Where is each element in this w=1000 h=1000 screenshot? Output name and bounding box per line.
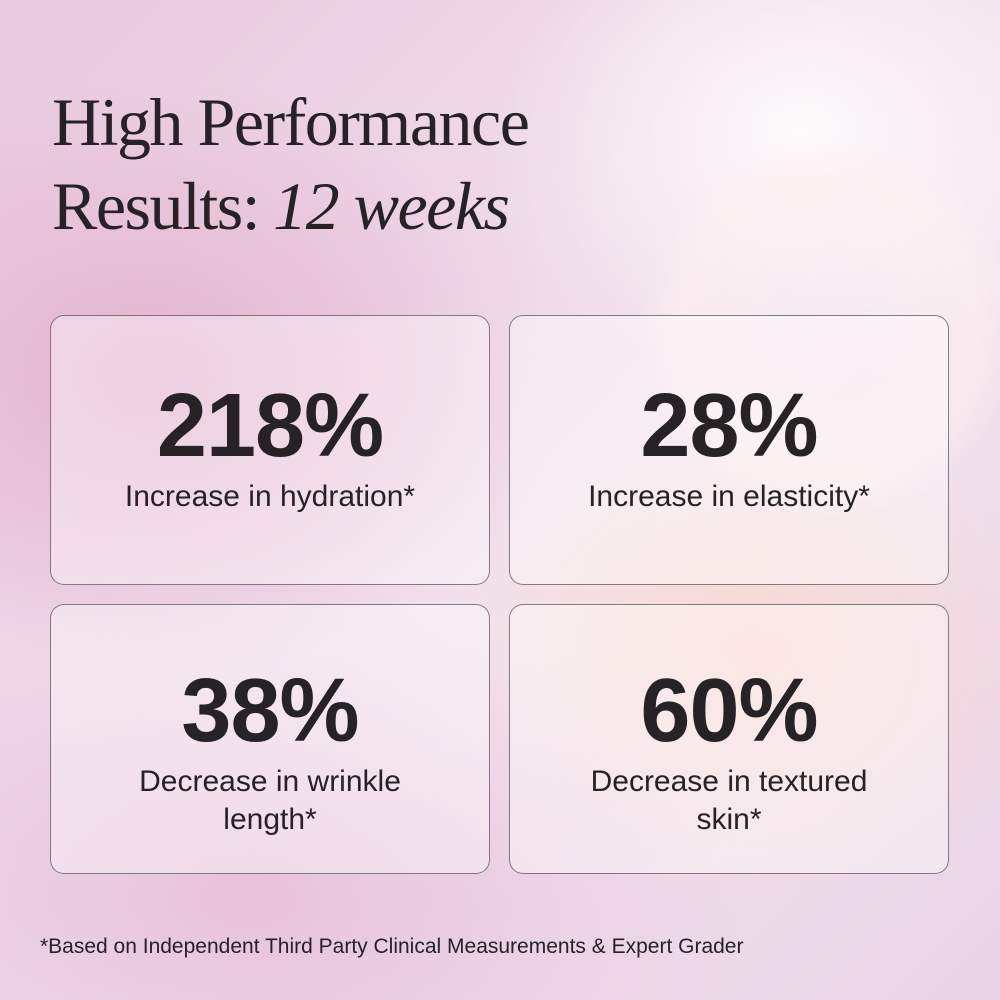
stat-card: 28% Increase in elasticity* <box>509 315 949 585</box>
label-line: Increase in elasticity* <box>588 480 870 513</box>
footnote: *Based on Independent Third Party Clinic… <box>40 935 744 958</box>
stat-card: 218% Increase in hydration* <box>50 315 490 585</box>
title-text: Results: <box>52 168 261 244</box>
stat-value: 38% <box>181 661 359 761</box>
label-line: Decrease in textured <box>590 765 868 798</box>
title-line: Results: 12 weeks <box>52 164 528 248</box>
stat-card: 60% Decrease in textured skin* <box>509 604 949 874</box>
stat-label: Decrease in wrinkle length* <box>51 763 489 839</box>
title: High Performance Results: 12 weeks <box>52 80 530 248</box>
label-line: Increase in hydration* <box>124 480 416 513</box>
stat-value: 28% <box>640 376 818 476</box>
title-italic: 12 weeks <box>273 168 510 244</box>
title-line: High Performance <box>52 84 530 160</box>
stat-card: 38% Decrease in wrinkle length* <box>50 604 490 874</box>
label-line: length* <box>223 803 317 836</box>
label-line: skin* <box>696 803 762 836</box>
stat-value: 60% <box>640 661 818 761</box>
label-line: Decrease in wrinkle <box>139 765 401 798</box>
stat-label: Increase in hydration* <box>51 478 489 516</box>
stat-value: 218% <box>156 376 384 476</box>
stat-label: Increase in elasticity* <box>510 478 948 516</box>
stat-label: Decrease in textured skin* <box>510 763 948 839</box>
